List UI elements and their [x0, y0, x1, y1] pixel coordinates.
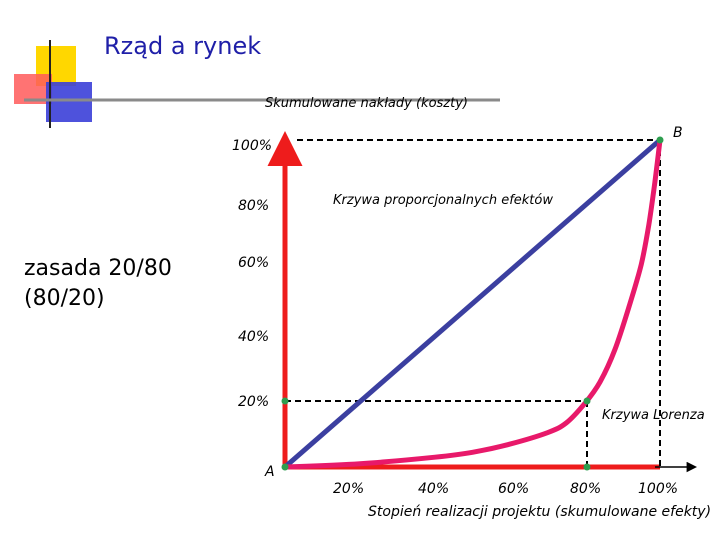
point-label-A: A	[264, 464, 275, 480]
y-tick-60: 60%	[238, 255, 269, 271]
marker-y20	[281, 397, 289, 405]
marker-reference	[583, 397, 591, 405]
marker-x80	[583, 463, 591, 471]
side-note: zasada 20/80 (80/20)	[24, 254, 172, 314]
y-axis-label: Skumulowane nakłady (koszty)	[265, 96, 468, 111]
logo-decoration	[14, 40, 500, 128]
point-label-B: B	[673, 125, 683, 141]
marker-origin	[281, 463, 289, 471]
y-tick-40: 40%	[238, 329, 269, 345]
y-tick-20: 20%	[238, 394, 269, 410]
x-tick-20: 20%	[333, 481, 364, 497]
series-proportional-line	[283, 138, 662, 469]
side-note-line1: zasada 20/80	[24, 256, 172, 281]
x-axis-label: Stopień realizacji projektu (skumulowane…	[368, 504, 711, 520]
y-tick-80: 80%	[238, 198, 269, 214]
marker-end	[656, 136, 664, 144]
x-tick-60: 60%	[498, 481, 529, 497]
slide-title: Rząd a rynek	[104, 32, 262, 60]
series-label-lorenz: Krzywa Lorenza	[602, 408, 705, 423]
x-tick-100: 100%	[638, 481, 678, 497]
x-tick-40: 40%	[418, 481, 449, 497]
side-note-line2: (80/20)	[24, 286, 105, 311]
series-label-proportional: Krzywa proporcjonalnych efektów	[333, 193, 553, 208]
y-tick-100: 100%	[232, 138, 272, 154]
x-tick-80: 80%	[570, 481, 601, 497]
logo-blue-square	[46, 82, 92, 122]
